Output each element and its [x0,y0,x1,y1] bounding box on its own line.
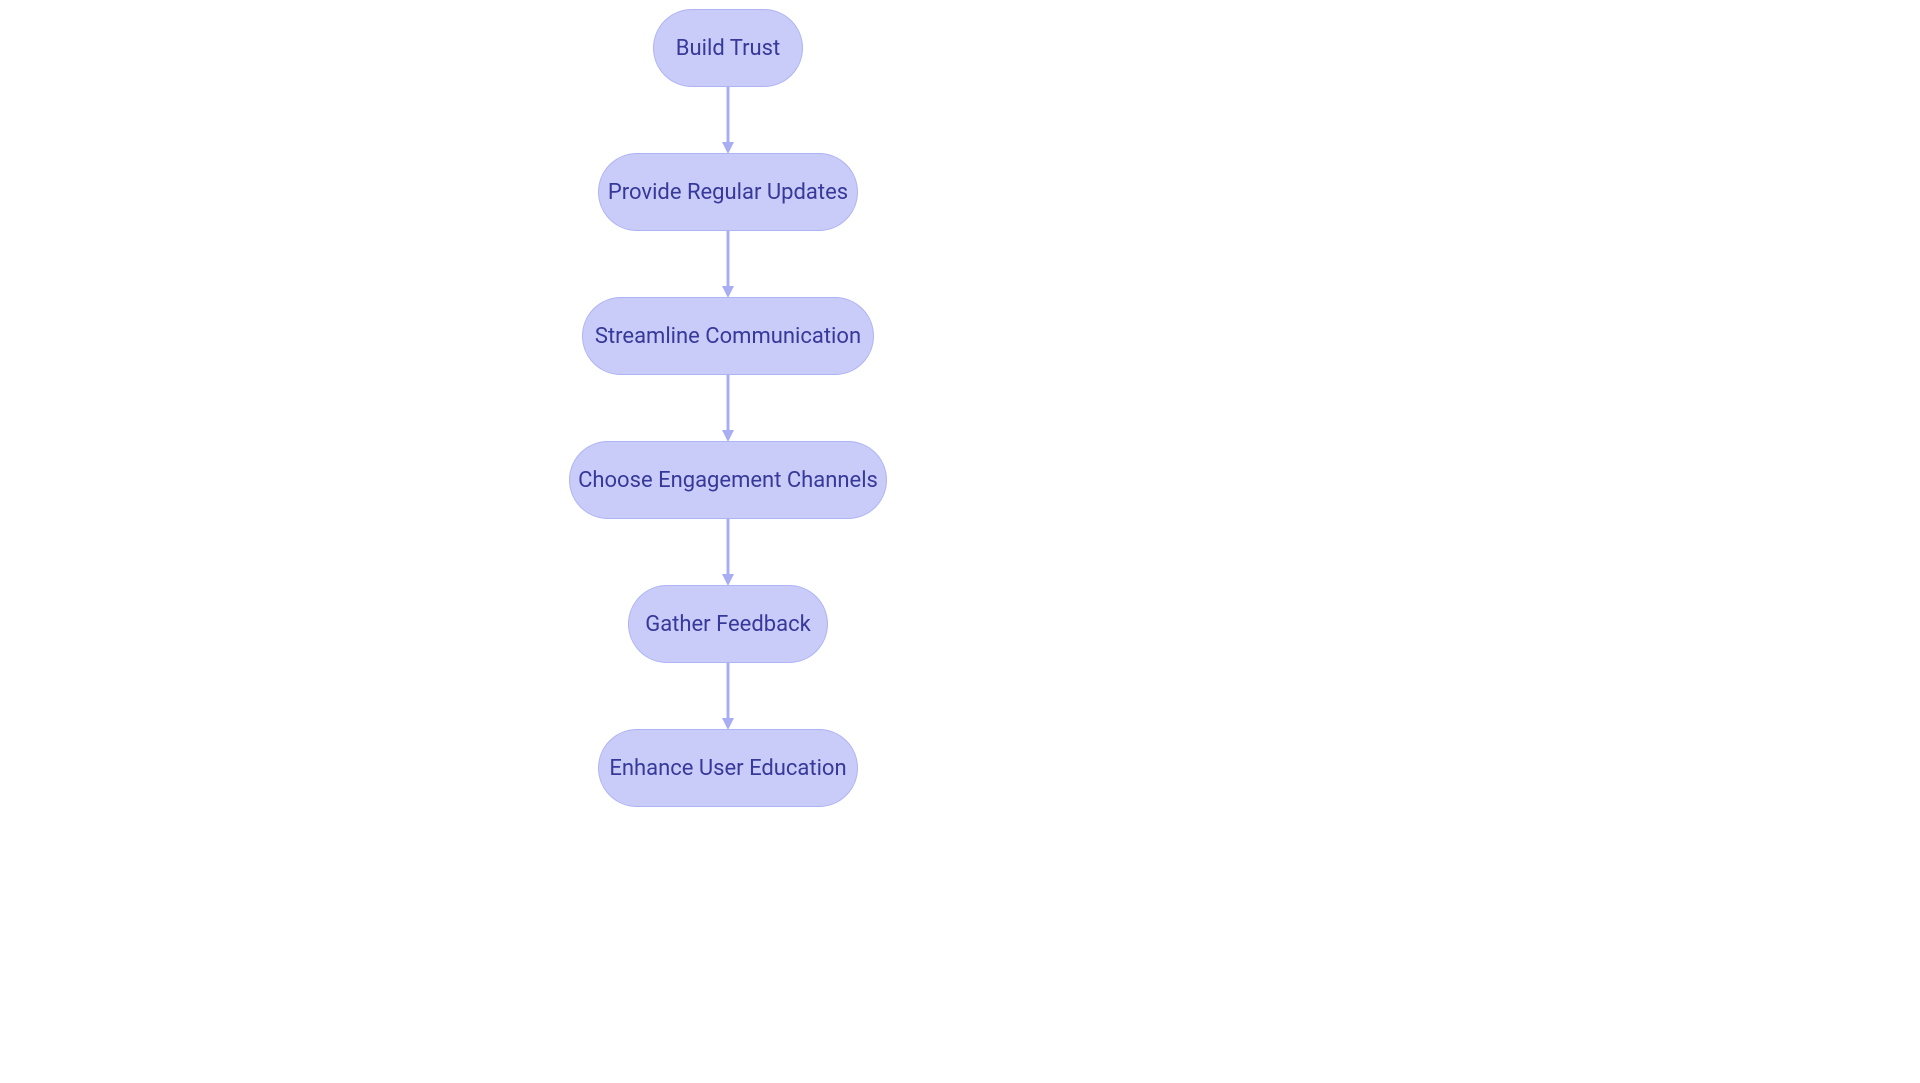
flowchart-node-label: Streamline Communication [595,324,861,349]
flowchart-node: Choose Engagement Channels [569,441,887,519]
flowchart-node: Gather Feedback [628,585,828,663]
flowchart-node-label: Build Trust [676,36,780,61]
flowchart-node-label: Provide Regular Updates [608,180,848,205]
flowchart-node-label: Gather Feedback [645,612,811,637]
flowchart-node-label: Choose Engagement Channels [578,468,878,493]
flowchart-canvas: Build Trust Provide Regular Updates Stream… [0,0,1920,1083]
flowchart-node: Provide Regular Updates [598,153,858,231]
edges-layer [0,0,1920,1083]
flowchart-node: Streamline Communication [582,297,874,375]
flowchart-node-label: Enhance User Education [609,756,846,781]
flowchart-node: Enhance User Education [598,729,858,807]
flowchart-node: Build Trust [653,9,803,87]
